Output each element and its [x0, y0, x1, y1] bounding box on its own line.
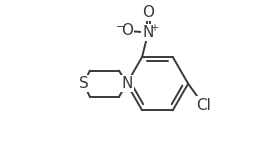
Text: O: O [142, 5, 154, 20]
Text: N: N [121, 76, 132, 91]
Text: N: N [143, 25, 154, 40]
Text: −: − [116, 22, 125, 32]
Text: S: S [79, 76, 89, 91]
Text: Cl: Cl [196, 98, 211, 113]
Text: O: O [121, 23, 133, 38]
Text: +: + [150, 23, 158, 33]
